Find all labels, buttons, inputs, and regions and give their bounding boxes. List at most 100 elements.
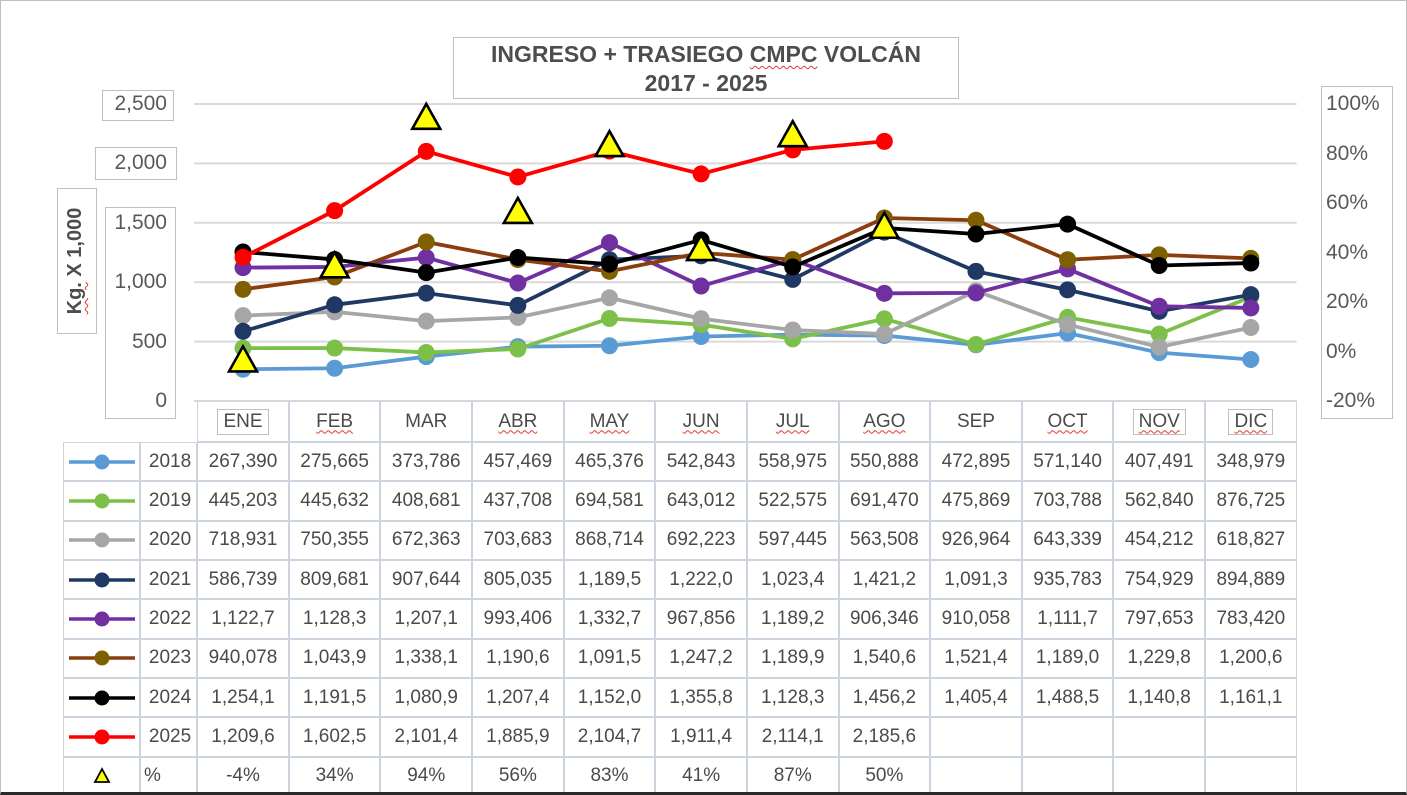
- table-cell-2020-JUL[interactable]: 597,445: [746, 520, 839, 561]
- table-cell-2022-DIC[interactable]: 783,420: [1205, 599, 1297, 639]
- table-cell-2024-ABR[interactable]: 1,207,4: [472, 678, 564, 718]
- table-cell-2019-SEP[interactable]: 475,869: [930, 481, 1022, 521]
- table-cell-2021-AGO[interactable]: 1,421,2: [838, 560, 931, 600]
- table-cell-2019-DIC[interactable]: 876,725: [1205, 481, 1297, 521]
- month-header-ENE[interactable]: ENE: [197, 401, 289, 442]
- series-name-%[interactable]: %: [140, 756, 198, 792]
- table-cell-2020-FEB[interactable]: 750,355: [288, 520, 381, 561]
- table-cell-%-ENE[interactable]: -4%: [197, 756, 289, 792]
- table-cell-2021-DIC[interactable]: 894,889: [1205, 560, 1297, 600]
- series-name-2024[interactable]: 2024: [140, 678, 198, 718]
- month-header-NOV[interactable]: NOV: [1113, 401, 1205, 442]
- table-cell-2023-AGO[interactable]: 1,540,6: [838, 638, 931, 679]
- table-cell-2025-ENE[interactable]: 1,209,6: [197, 717, 289, 757]
- table-cell-2025-JUL[interactable]: 2,114,1: [746, 717, 839, 757]
- table-cell-2023-JUN[interactable]: 1,247,2: [655, 638, 747, 679]
- table-cell-2024-FEB[interactable]: 1,191,5: [288, 678, 381, 718]
- table-cell-2019-NOV[interactable]: 562,840: [1113, 481, 1205, 521]
- series-name-2018[interactable]: 2018: [140, 442, 198, 482]
- table-cell-2023-SEP[interactable]: 1,521,4: [930, 638, 1022, 679]
- table-cell-2025-OCT[interactable]: [1021, 717, 1114, 757]
- table-cell-2020-MAR[interactable]: 672,363: [380, 520, 473, 561]
- table-cell-2025-JUN[interactable]: 1,911,4: [655, 717, 747, 757]
- table-cell-2021-NOV[interactable]: 754,929: [1113, 560, 1205, 600]
- table-cell-2024-ENE[interactable]: 1,254,1: [197, 678, 289, 718]
- month-header-FEB[interactable]: FEB: [288, 401, 381, 442]
- table-cell-2020-ENE[interactable]: 718,931: [197, 520, 289, 561]
- table-cell-2022-JUL[interactable]: 1,189,2: [746, 599, 839, 639]
- series-name-2021[interactable]: 2021: [140, 560, 198, 600]
- table-cell-2024-JUN[interactable]: 1,355,8: [655, 678, 747, 718]
- table-cell-2024-MAR[interactable]: 1,080,9: [380, 678, 473, 718]
- value-axis-title-box[interactable]: Kg. X 1,000: [57, 188, 97, 334]
- series-name-2025[interactable]: 2025: [140, 717, 198, 757]
- table-cell-2021-MAR[interactable]: 907,644: [380, 560, 473, 600]
- month-header-MAY[interactable]: MAY: [563, 401, 656, 442]
- table-cell-2022-FEB[interactable]: 1,128,3: [288, 599, 381, 639]
- table-cell-2025-SEP[interactable]: [930, 717, 1022, 757]
- table-cell-2022-OCT[interactable]: 1,111,7: [1021, 599, 1114, 639]
- month-header-OCT[interactable]: OCT: [1021, 401, 1114, 442]
- table-cell-2023-JUL[interactable]: 1,189,9: [746, 638, 839, 679]
- series-name-2022[interactable]: 2022: [140, 599, 198, 639]
- table-cell-2021-OCT[interactable]: 935,783: [1021, 560, 1114, 600]
- month-header-AGO[interactable]: AGO: [838, 401, 931, 442]
- table-cell-2020-SEP[interactable]: 926,964: [930, 520, 1022, 561]
- table-cell-2023-MAY[interactable]: 1,091,5: [563, 638, 656, 679]
- table-cell-2021-JUN[interactable]: 1,222,0: [655, 560, 747, 600]
- table-cell-2023-OCT[interactable]: 1,189,0: [1021, 638, 1114, 679]
- table-cell-2025-DIC[interactable]: [1205, 717, 1297, 757]
- table-cell-2022-NOV[interactable]: 797,653: [1113, 599, 1205, 639]
- month-header-JUL[interactable]: JUL: [746, 401, 839, 442]
- table-cell-2024-DIC[interactable]: 1,161,1: [1205, 678, 1297, 718]
- table-cell-2020-MAY[interactable]: 868,714: [563, 520, 656, 561]
- table-cell-2023-FEB[interactable]: 1,043,9: [288, 638, 381, 679]
- table-cell-%-JUL[interactable]: 87%: [746, 756, 839, 792]
- table-cell-2020-AGO[interactable]: 563,508: [838, 520, 931, 561]
- table-cell-2024-OCT[interactable]: 1,488,5: [1021, 678, 1114, 718]
- table-cell-2025-MAY[interactable]: 2,104,7: [563, 717, 656, 757]
- table-cell-2025-NOV[interactable]: [1113, 717, 1205, 757]
- table-cell-%-MAR[interactable]: 94%: [380, 756, 473, 792]
- table-cell-2022-ENE[interactable]: 1,122,7: [197, 599, 289, 639]
- table-cell-2021-MAY[interactable]: 1,189,5: [563, 560, 656, 600]
- table-cell-%-JUN[interactable]: 41%: [655, 756, 747, 792]
- table-cell-2019-ENE[interactable]: 445,203: [197, 481, 289, 521]
- table-cell-2018-OCT[interactable]: 571,140: [1021, 442, 1114, 482]
- table-cell-2024-JUL[interactable]: 1,128,3: [746, 678, 839, 718]
- table-cell-2023-NOV[interactable]: 1,229,8: [1113, 638, 1205, 679]
- table-cell-2019-OCT[interactable]: 703,788: [1021, 481, 1114, 521]
- table-cell-%-AGO[interactable]: 50%: [838, 756, 931, 792]
- table-cell-2023-MAR[interactable]: 1,338,1: [380, 638, 473, 679]
- table-cell-2019-MAR[interactable]: 408,681: [380, 481, 473, 521]
- table-cell-2018-AGO[interactable]: 550,888: [838, 442, 931, 482]
- table-cell-2019-AGO[interactable]: 691,470: [838, 481, 931, 521]
- table-cell-2024-AGO[interactable]: 1,456,2: [838, 678, 931, 718]
- table-cell-2023-ENE[interactable]: 940,078: [197, 638, 289, 679]
- table-cell-2021-JUL[interactable]: 1,023,4: [746, 560, 839, 600]
- month-header-DIC[interactable]: DIC: [1205, 401, 1297, 442]
- table-cell-2019-JUN[interactable]: 643,012: [655, 481, 747, 521]
- table-cell-2022-AGO[interactable]: 906,346: [838, 599, 931, 639]
- table-cell-%-NOV[interactable]: [1113, 756, 1205, 792]
- series-name-2019[interactable]: 2019: [140, 481, 198, 521]
- table-cell-2024-SEP[interactable]: 1,405,4: [930, 678, 1022, 718]
- table-cell-2020-JUN[interactable]: 692,223: [655, 520, 747, 561]
- table-cell-2018-MAR[interactable]: 373,786: [380, 442, 473, 482]
- table-cell-2021-ABR[interactable]: 805,035: [472, 560, 564, 600]
- table-cell-2019-JUL[interactable]: 522,575: [746, 481, 839, 521]
- table-cell-2018-MAY[interactable]: 465,376: [563, 442, 656, 482]
- table-cell-2018-DIC[interactable]: 348,979: [1205, 442, 1297, 482]
- table-cell-2019-FEB[interactable]: 445,632: [288, 481, 381, 521]
- month-header-SEP[interactable]: SEP: [930, 401, 1022, 442]
- table-cell-2022-ABR[interactable]: 993,406: [472, 599, 564, 639]
- table-cell-2020-DIC[interactable]: 618,827: [1205, 520, 1297, 561]
- table-cell-2025-ABR[interactable]: 1,885,9: [472, 717, 564, 757]
- table-cell-2021-SEP[interactable]: 1,091,3: [930, 560, 1022, 600]
- table-cell-2022-JUN[interactable]: 967,856: [655, 599, 747, 639]
- table-cell-2021-FEB[interactable]: 809,681: [288, 560, 381, 600]
- table-cell-2022-SEP[interactable]: 910,058: [930, 599, 1022, 639]
- table-cell-2020-ABR[interactable]: 703,683: [472, 520, 564, 561]
- table-cell-2022-MAR[interactable]: 1,207,1: [380, 599, 473, 639]
- month-header-MAR[interactable]: MAR: [380, 401, 473, 442]
